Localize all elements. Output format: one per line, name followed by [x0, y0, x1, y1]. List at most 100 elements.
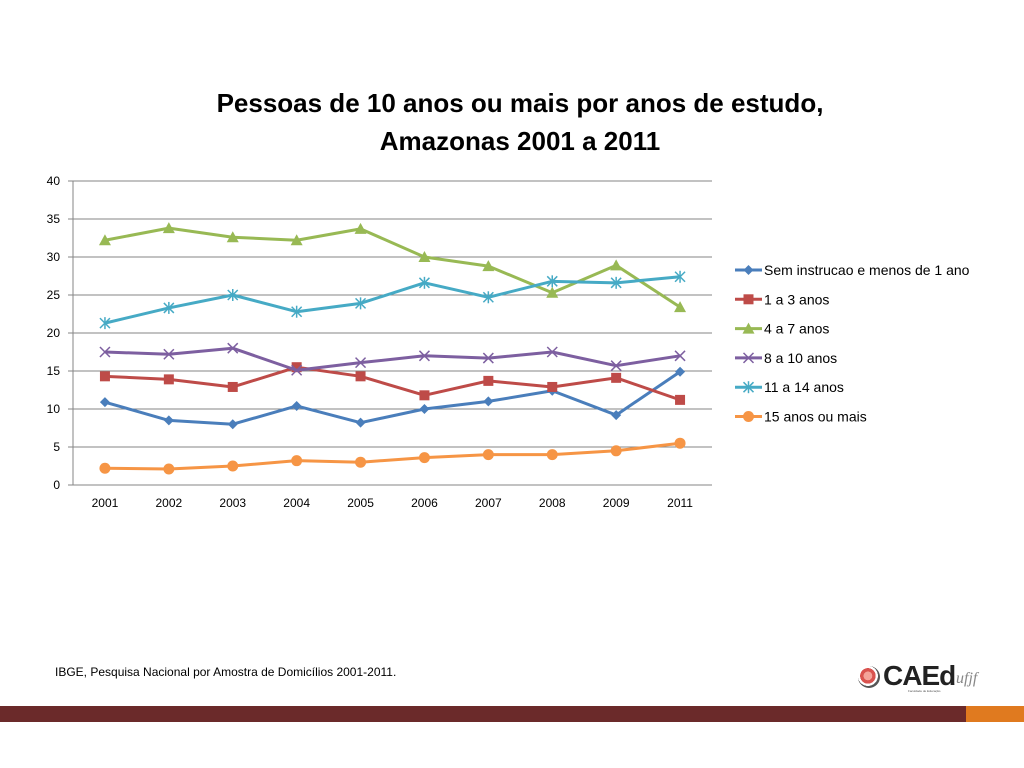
legend-label: 15 anos ou mais [764, 409, 867, 425]
data-point [674, 350, 686, 362]
series-line [104, 370, 681, 426]
y-axis-ticks: 0 5 10 15 20 25 30 35 40 [47, 174, 73, 492]
series-line [104, 226, 681, 309]
data-point [482, 449, 494, 461]
logo-caption: Faculdade de Educação [908, 689, 941, 693]
data-point [227, 381, 238, 392]
chart-title-line-2: Amazonas 2001 a 2011 [379, 126, 661, 156]
marker-stroke [610, 360, 622, 372]
y-tick-label: 10 [47, 402, 61, 416]
data-point [418, 350, 430, 362]
data-point [227, 460, 239, 472]
data-point [226, 231, 239, 243]
data-point [674, 301, 687, 313]
data-point [675, 366, 686, 377]
data-point [547, 381, 558, 392]
data-point [98, 234, 111, 246]
data-point [546, 275, 558, 288]
legend-marker [743, 411, 754, 422]
legend-label: 4 a 7 anos [764, 321, 829, 337]
data-point [483, 396, 494, 407]
data-point [291, 364, 303, 376]
legend-marker [743, 294, 754, 305]
legend-label: 1 a 3 anos [764, 291, 829, 307]
series-5 [99, 437, 686, 475]
series-line [104, 275, 681, 325]
data-point [99, 397, 110, 408]
marker-stroke [163, 348, 175, 360]
logo-ufjf: ufjf [956, 670, 978, 687]
series-line [104, 441, 681, 471]
data-point [163, 301, 175, 314]
legend: Sem instrucao e menos de 1 ano 1 a 3 anos… [735, 262, 970, 425]
data-point [419, 404, 430, 414]
data-point [99, 346, 111, 358]
chart-title: Pessoas de 10 anos ou mais por anos de e… [0, 84, 1024, 160]
data-point [418, 251, 431, 262]
data-point [610, 276, 622, 289]
chart-title-line-1: Pessoas de 10 anos ou mais por anos de e… [216, 88, 824, 118]
y-tick-label: 20 [47, 326, 61, 340]
y-tick-label: 40 [47, 174, 61, 188]
marker-stroke [291, 364, 303, 376]
series-3 [99, 342, 686, 376]
marker-stroke [546, 346, 558, 358]
data-point [163, 415, 174, 426]
data-point [162, 222, 175, 234]
data-point [355, 297, 367, 310]
data-point [482, 352, 494, 364]
data-point [290, 234, 303, 246]
series-4 [99, 270, 686, 330]
legend-item: 15 anos ou mais [735, 409, 867, 425]
y-tick-label: 35 [47, 212, 61, 226]
legend-marker [742, 352, 755, 364]
data-point [291, 400, 302, 411]
data-point [99, 462, 111, 474]
data-point [355, 456, 367, 468]
data-point [163, 463, 175, 475]
legend-item: 8 a 10 anos [735, 350, 837, 366]
data-point [675, 394, 686, 405]
data-point [611, 372, 622, 383]
data-point [355, 357, 367, 369]
data-point [291, 455, 303, 467]
data-point [291, 362, 302, 373]
x-tick-label: 2006 [411, 496, 438, 510]
legend-label: 8 a 10 anos [764, 350, 837, 366]
x-tick-label: 2007 [475, 496, 502, 510]
data-point [355, 417, 366, 428]
logo-text: CAEd [883, 660, 956, 691]
data-point [546, 286, 559, 298]
data-point [546, 346, 558, 358]
footer-bar [0, 706, 966, 722]
marker-stroke [355, 357, 367, 369]
y-tick-label: 30 [47, 250, 61, 264]
data-point [483, 375, 494, 386]
legend-marker [743, 265, 754, 275]
data-point [227, 289, 239, 301]
data-point [674, 270, 686, 283]
footer-accent-bar [966, 706, 1024, 722]
marker-stroke [99, 346, 111, 358]
data-point [482, 260, 495, 272]
legend-marker [742, 381, 755, 394]
legend-item: 4 a 7 anos [735, 321, 829, 337]
marker-stroke [482, 352, 494, 364]
y-tick-label: 5 [53, 440, 60, 454]
data-point [546, 449, 558, 461]
data-point [355, 371, 366, 382]
data-point [482, 291, 494, 304]
series-line [104, 365, 681, 402]
data-point [99, 371, 110, 382]
data-point [163, 374, 174, 385]
data-point [163, 348, 175, 360]
caed-logo: CAEd ufjf Faculdade de Educação [858, 660, 988, 696]
gridlines [73, 180, 712, 448]
data-point [418, 452, 430, 464]
marker-stroke [227, 342, 239, 354]
y-tick-label: 15 [47, 364, 61, 378]
x-tick-label: 2009 [603, 496, 630, 510]
series-2 [98, 222, 687, 313]
series-1 [99, 362, 686, 405]
